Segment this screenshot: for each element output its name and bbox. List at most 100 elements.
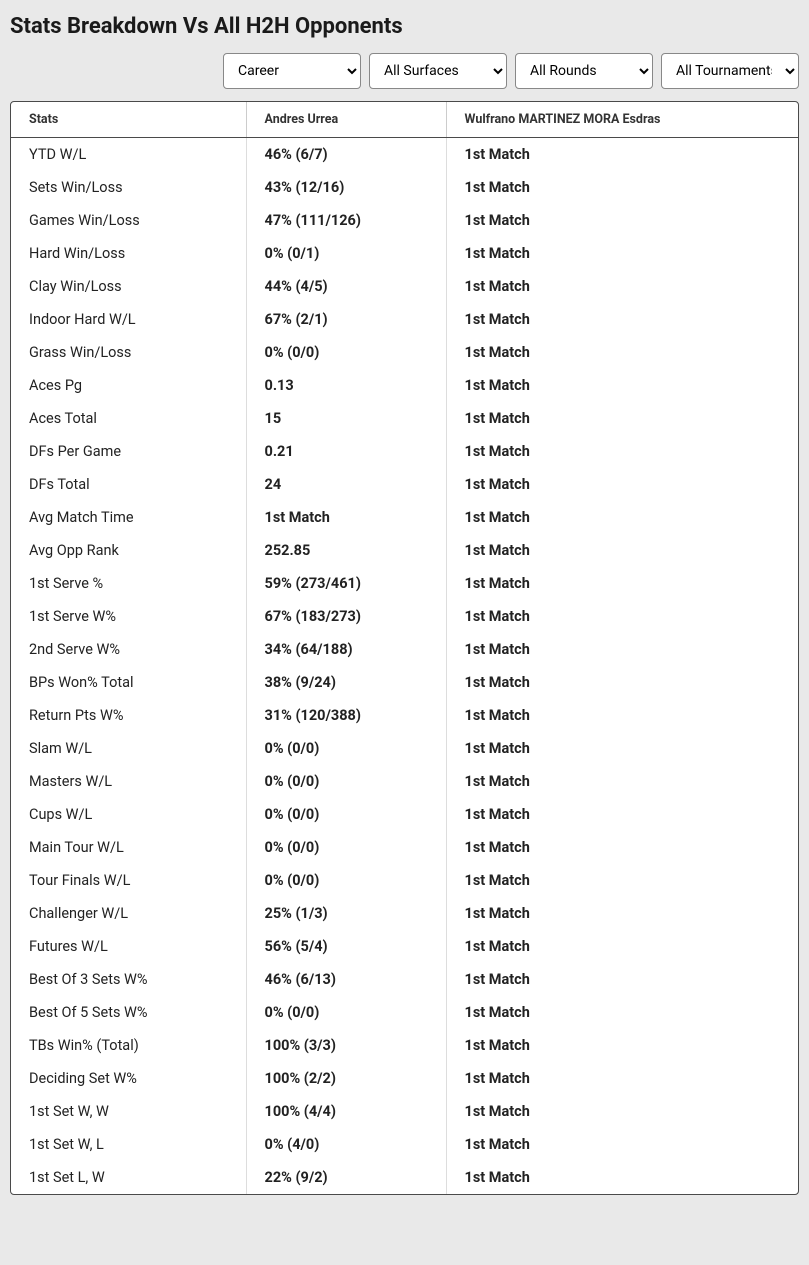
player2-value: 1st Match: [446, 204, 798, 237]
table-row: Challenger W/L25% (1/3)1st Match: [11, 897, 798, 930]
table-row: Avg Match Time1st Match1st Match: [11, 501, 798, 534]
table-row: Return Pts W%31% (120/388)1st Match: [11, 699, 798, 732]
filter-bar: Career All Surfaces All Rounds All Tourn…: [10, 53, 799, 89]
player1-value: 0.21: [246, 435, 446, 468]
stat-label: TBs Win% (Total): [11, 1029, 246, 1062]
player2-value: 1st Match: [446, 1095, 798, 1128]
table-row: Futures W/L56% (5/4)1st Match: [11, 930, 798, 963]
stat-label: Grass Win/Loss: [11, 336, 246, 369]
player1-value: 0% (0/0): [246, 765, 446, 798]
player2-value: 1st Match: [446, 534, 798, 567]
player1-value: 0% (0/0): [246, 831, 446, 864]
stat-label: Aces Total: [11, 402, 246, 435]
table-row: Slam W/L0% (0/0)1st Match: [11, 732, 798, 765]
player1-value: 43% (12/16): [246, 171, 446, 204]
player2-value: 1st Match: [446, 633, 798, 666]
stat-label: Return Pts W%: [11, 699, 246, 732]
table-row: Cups W/L0% (0/0)1st Match: [11, 798, 798, 831]
table-row: DFs Total241st Match: [11, 468, 798, 501]
player2-value: 1st Match: [446, 1062, 798, 1095]
table-row: BPs Won% Total38% (9/24)1st Match: [11, 666, 798, 699]
stat-label: Best Of 5 Sets W%: [11, 996, 246, 1029]
stat-label: Games Win/Loss: [11, 204, 246, 237]
stat-label: Challenger W/L: [11, 897, 246, 930]
stat-label: Clay Win/Loss: [11, 270, 246, 303]
stat-label: YTD W/L: [11, 138, 246, 172]
table-row: DFs Per Game0.211st Match: [11, 435, 798, 468]
player2-value: 1st Match: [446, 567, 798, 600]
player1-value: 46% (6/13): [246, 963, 446, 996]
player2-value: 1st Match: [446, 435, 798, 468]
player2-value: 1st Match: [446, 369, 798, 402]
table-row: TBs Win% (Total)100% (3/3)1st Match: [11, 1029, 798, 1062]
player1-value: 31% (120/388): [246, 699, 446, 732]
player1-value: 0% (0/0): [246, 798, 446, 831]
player2-value: 1st Match: [446, 1128, 798, 1161]
stat-label: 1st Set W, L: [11, 1128, 246, 1161]
player2-value: 1st Match: [446, 798, 798, 831]
player1-value: 25% (1/3): [246, 897, 446, 930]
player2-value: 1st Match: [446, 864, 798, 897]
stat-label: Best Of 3 Sets W%: [11, 963, 246, 996]
page-title: Stats Breakdown Vs All H2H Opponents: [10, 14, 799, 39]
player2-value: 1st Match: [446, 600, 798, 633]
player1-value: 15: [246, 402, 446, 435]
stat-label: BPs Won% Total: [11, 666, 246, 699]
player1-value: 0% (4/0): [246, 1128, 446, 1161]
tournaments-select[interactable]: All Tournaments: [661, 53, 799, 89]
career-select[interactable]: Career: [223, 53, 361, 89]
player1-value: 0% (0/0): [246, 732, 446, 765]
stat-label: Sets Win/Loss: [11, 171, 246, 204]
table-row: Main Tour W/L0% (0/0)1st Match: [11, 831, 798, 864]
header-player1: Andres Urrea: [246, 102, 446, 138]
player2-value: 1st Match: [446, 336, 798, 369]
stat-label: Tour Finals W/L: [11, 864, 246, 897]
player1-value: 0% (0/0): [246, 864, 446, 897]
stat-label: DFs Per Game: [11, 435, 246, 468]
table-row: 1st Serve %59% (273/461)1st Match: [11, 567, 798, 600]
player2-value: 1st Match: [446, 897, 798, 930]
player2-value: 1st Match: [446, 666, 798, 699]
surfaces-select[interactable]: All Surfaces: [369, 53, 507, 89]
stat-label: 2nd Serve W%: [11, 633, 246, 666]
table-row: Games Win/Loss47% (111/126)1st Match: [11, 204, 798, 237]
player1-value: 47% (111/126): [246, 204, 446, 237]
rounds-select[interactable]: All Rounds: [515, 53, 653, 89]
stat-label: Main Tour W/L: [11, 831, 246, 864]
player2-value: 1st Match: [446, 402, 798, 435]
stat-label: Indoor Hard W/L: [11, 303, 246, 336]
player1-value: 100% (3/3): [246, 1029, 446, 1062]
player1-value: 67% (183/273): [246, 600, 446, 633]
table-row: Masters W/L0% (0/0)1st Match: [11, 765, 798, 798]
stat-label: 1st Set L, W: [11, 1161, 246, 1194]
table-row: YTD W/L46% (6/7)1st Match: [11, 138, 798, 172]
table-row: 1st Set W, W100% (4/4)1st Match: [11, 1095, 798, 1128]
stat-label: Masters W/L: [11, 765, 246, 798]
player2-value: 1st Match: [446, 468, 798, 501]
player2-value: 1st Match: [446, 963, 798, 996]
stat-label: 1st Set W, W: [11, 1095, 246, 1128]
stats-table-container: Stats Andres Urrea Wulfrano MARTINEZ MOR…: [10, 101, 799, 1195]
player2-value: 1st Match: [446, 171, 798, 204]
player1-value: 56% (5/4): [246, 930, 446, 963]
player2-value: 1st Match: [446, 303, 798, 336]
table-row: Best Of 3 Sets W%46% (6/13)1st Match: [11, 963, 798, 996]
stat-label: Avg Match Time: [11, 501, 246, 534]
player2-value: 1st Match: [446, 996, 798, 1029]
stat-label: 1st Serve W%: [11, 600, 246, 633]
table-row: Aces Pg0.131st Match: [11, 369, 798, 402]
player2-value: 1st Match: [446, 237, 798, 270]
header-stats: Stats: [11, 102, 246, 138]
player1-value: 1st Match: [246, 501, 446, 534]
stat-label: 1st Serve %: [11, 567, 246, 600]
table-row: Avg Opp Rank252.851st Match: [11, 534, 798, 567]
table-row: Clay Win/Loss44% (4/5)1st Match: [11, 270, 798, 303]
player1-value: 59% (273/461): [246, 567, 446, 600]
player1-value: 0% (0/1): [246, 237, 446, 270]
player2-value: 1st Match: [446, 270, 798, 303]
table-row: Sets Win/Loss43% (12/16)1st Match: [11, 171, 798, 204]
player1-value: 100% (2/2): [246, 1062, 446, 1095]
player2-value: 1st Match: [446, 1029, 798, 1062]
player2-value: 1st Match: [446, 732, 798, 765]
table-row: Grass Win/Loss0% (0/0)1st Match: [11, 336, 798, 369]
